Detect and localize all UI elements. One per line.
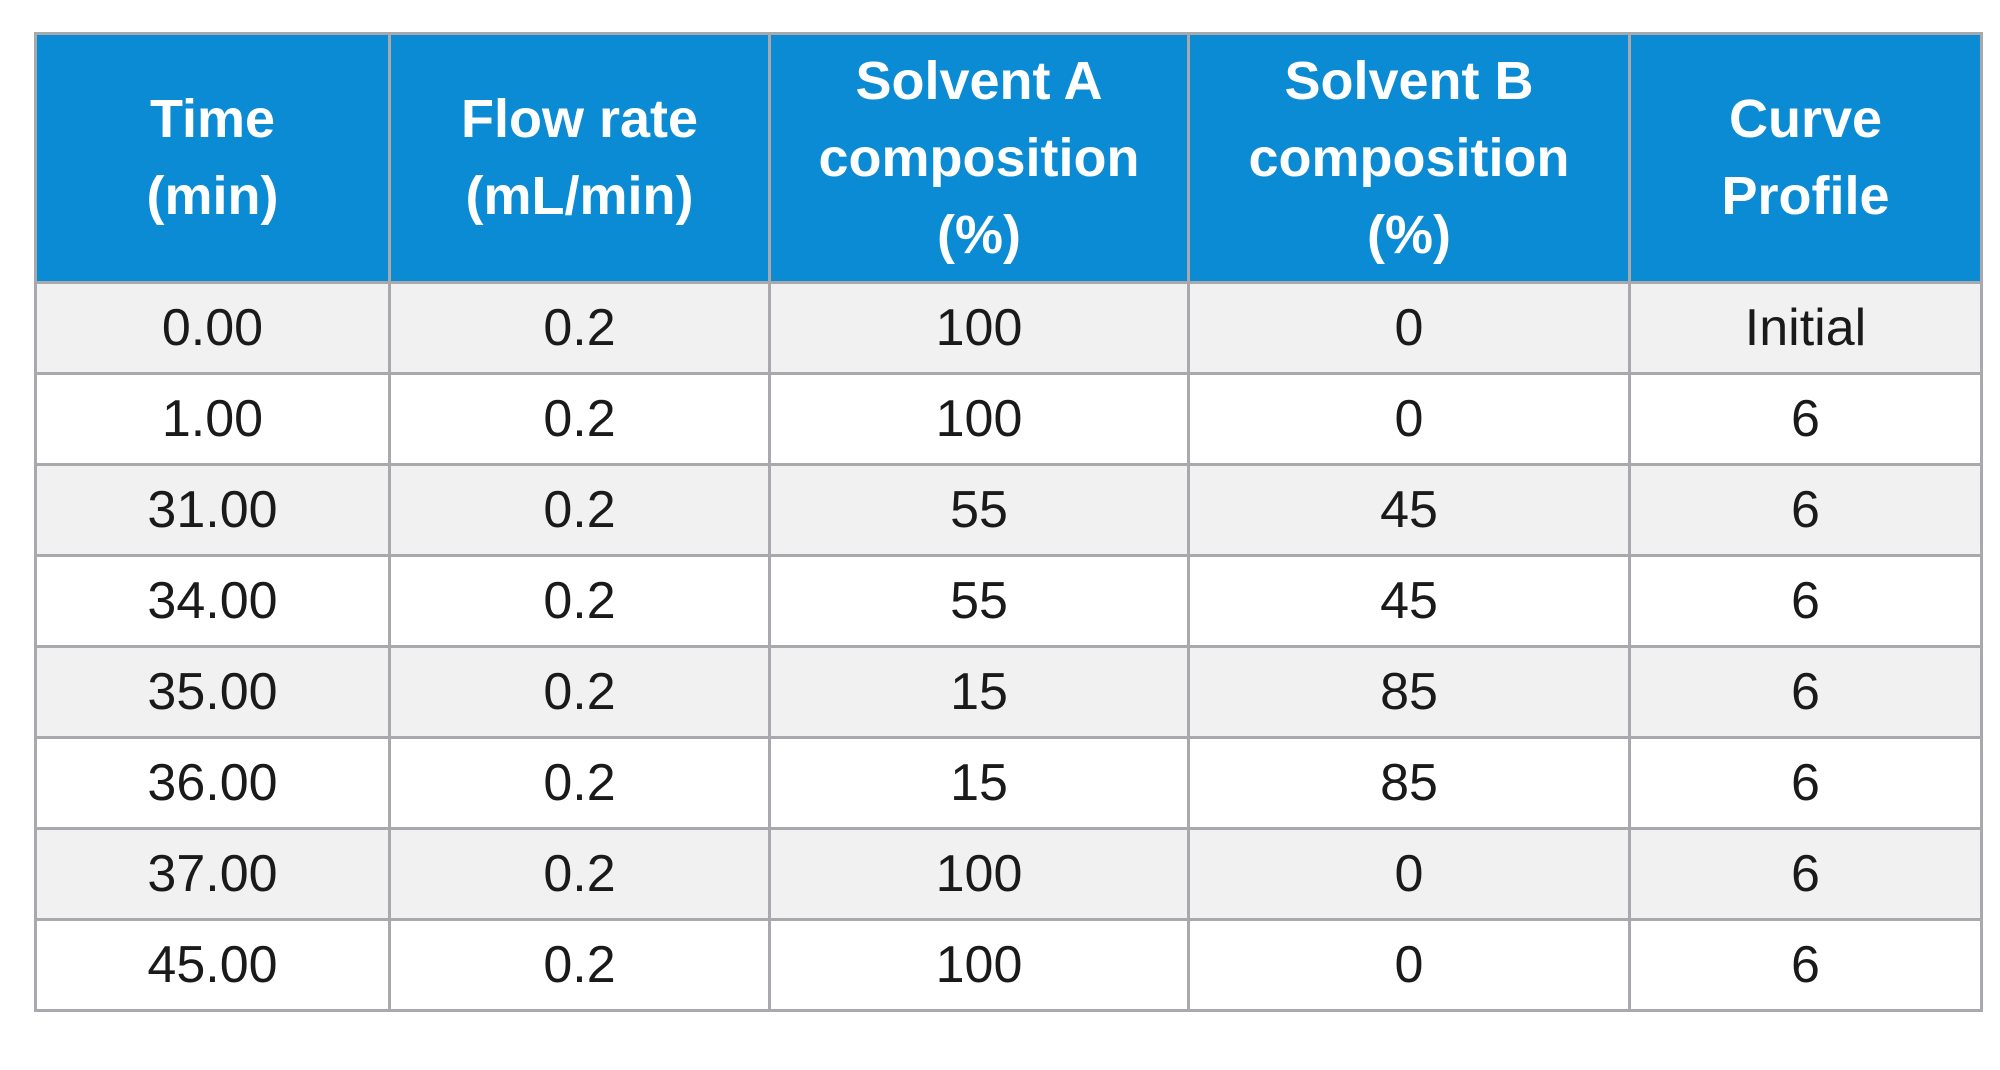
- table-row: 37.00 0.2 100 0 6: [34, 827, 1983, 921]
- cell-solvent-b: 45: [1187, 554, 1631, 648]
- cell-curve-profile: 6: [1628, 463, 1983, 557]
- header-flow-rate: Flow rate (mL/min): [388, 32, 771, 284]
- table-row: 34.00 0.2 55 45 6: [34, 554, 1983, 648]
- header-curve-profile-line-2: Profile: [1721, 166, 1890, 226]
- header-solvent-b-line-3: (%): [1367, 204, 1451, 265]
- cell-time: 37.00: [34, 827, 391, 921]
- gradient-table-container: Time (min) Flow rate (mL/min) Solvent A …: [34, 32, 1983, 1012]
- cell-time: 45.00: [34, 918, 391, 1012]
- table-row: 35.00 0.2 15 85 6: [34, 645, 1983, 739]
- cell-solvent-b: 85: [1187, 645, 1631, 739]
- cell-solvent-b: 45: [1187, 463, 1631, 557]
- cell-flow-rate: 0.2: [388, 463, 771, 557]
- cell-curve-profile: 6: [1628, 918, 1983, 1012]
- cell-time: 35.00: [34, 645, 391, 739]
- table-row: 1.00 0.2 100 0 6: [34, 372, 1983, 466]
- header-solvent-b: Solvent B composition (%): [1187, 32, 1631, 284]
- cell-time: 0.00: [34, 281, 391, 375]
- header-solvent-a-line-2: composition: [818, 127, 1140, 188]
- cell-solvent-a: 100: [768, 827, 1190, 921]
- header-time: Time (min): [34, 32, 391, 284]
- cell-flow-rate: 0.2: [388, 827, 771, 921]
- header-flow-rate-line-2: (mL/min): [465, 166, 694, 226]
- cell-flow-rate: 0.2: [388, 645, 771, 739]
- header-solvent-a: Solvent A composition (%): [768, 32, 1190, 284]
- cell-solvent-b: 85: [1187, 736, 1631, 830]
- header-solvent-a-line-3: (%): [937, 204, 1021, 265]
- table-row: 0.00 0.2 100 0 Initial: [34, 281, 1983, 375]
- header-solvent-b-line-2: composition: [1248, 127, 1570, 188]
- gradient-table: Time (min) Flow rate (mL/min) Solvent A …: [34, 32, 1983, 1012]
- cell-solvent-b: 0: [1187, 281, 1631, 375]
- cell-time: 36.00: [34, 736, 391, 830]
- cell-flow-rate: 0.2: [388, 736, 771, 830]
- table-body: 0.00 0.2 100 0 Initial 1.00 0.2 100 0 6 …: [34, 281, 1983, 1012]
- cell-curve-profile: Initial: [1628, 281, 1983, 375]
- table-row: 31.00 0.2 55 45 6: [34, 463, 1983, 557]
- cell-solvent-a: 100: [768, 918, 1190, 1012]
- header-time-line-1: Time: [149, 89, 276, 149]
- cell-solvent-b: 0: [1187, 827, 1631, 921]
- cell-time: 34.00: [34, 554, 391, 648]
- cell-flow-rate: 0.2: [388, 554, 771, 648]
- cell-solvent-a: 100: [768, 281, 1190, 375]
- table-row: 45.00 0.2 100 0 6: [34, 918, 1983, 1012]
- cell-solvent-a: 100: [768, 372, 1190, 466]
- cell-flow-rate: 0.2: [388, 372, 771, 466]
- cell-curve-profile: 6: [1628, 554, 1983, 648]
- header-curve-profile-line-1: Curve: [1728, 89, 1883, 149]
- header-row: Time (min) Flow rate (mL/min) Solvent A …: [34, 32, 1983, 284]
- header-flow-rate-line-1: Flow rate: [460, 89, 699, 149]
- cell-time: 1.00: [34, 372, 391, 466]
- cell-curve-profile: 6: [1628, 827, 1983, 921]
- cell-curve-profile: 6: [1628, 372, 1983, 466]
- table-header: Time (min) Flow rate (mL/min) Solvent A …: [34, 32, 1983, 284]
- header-time-line-2: (min): [146, 166, 279, 226]
- cell-curve-profile: 6: [1628, 645, 1983, 739]
- cell-solvent-a: 55: [768, 554, 1190, 648]
- header-solvent-b-line-1: Solvent B: [1284, 50, 1534, 111]
- cell-solvent-a: 15: [768, 645, 1190, 739]
- cell-solvent-a: 55: [768, 463, 1190, 557]
- cell-solvent-b: 0: [1187, 918, 1631, 1012]
- header-curve-profile: Curve Profile: [1628, 32, 1983, 284]
- header-solvent-a-line-1: Solvent A: [855, 50, 1103, 111]
- cell-curve-profile: 6: [1628, 736, 1983, 830]
- cell-flow-rate: 0.2: [388, 281, 771, 375]
- cell-solvent-b: 0: [1187, 372, 1631, 466]
- table-row: 36.00 0.2 15 85 6: [34, 736, 1983, 830]
- cell-flow-rate: 0.2: [388, 918, 771, 1012]
- cell-time: 31.00: [34, 463, 391, 557]
- cell-solvent-a: 15: [768, 736, 1190, 830]
